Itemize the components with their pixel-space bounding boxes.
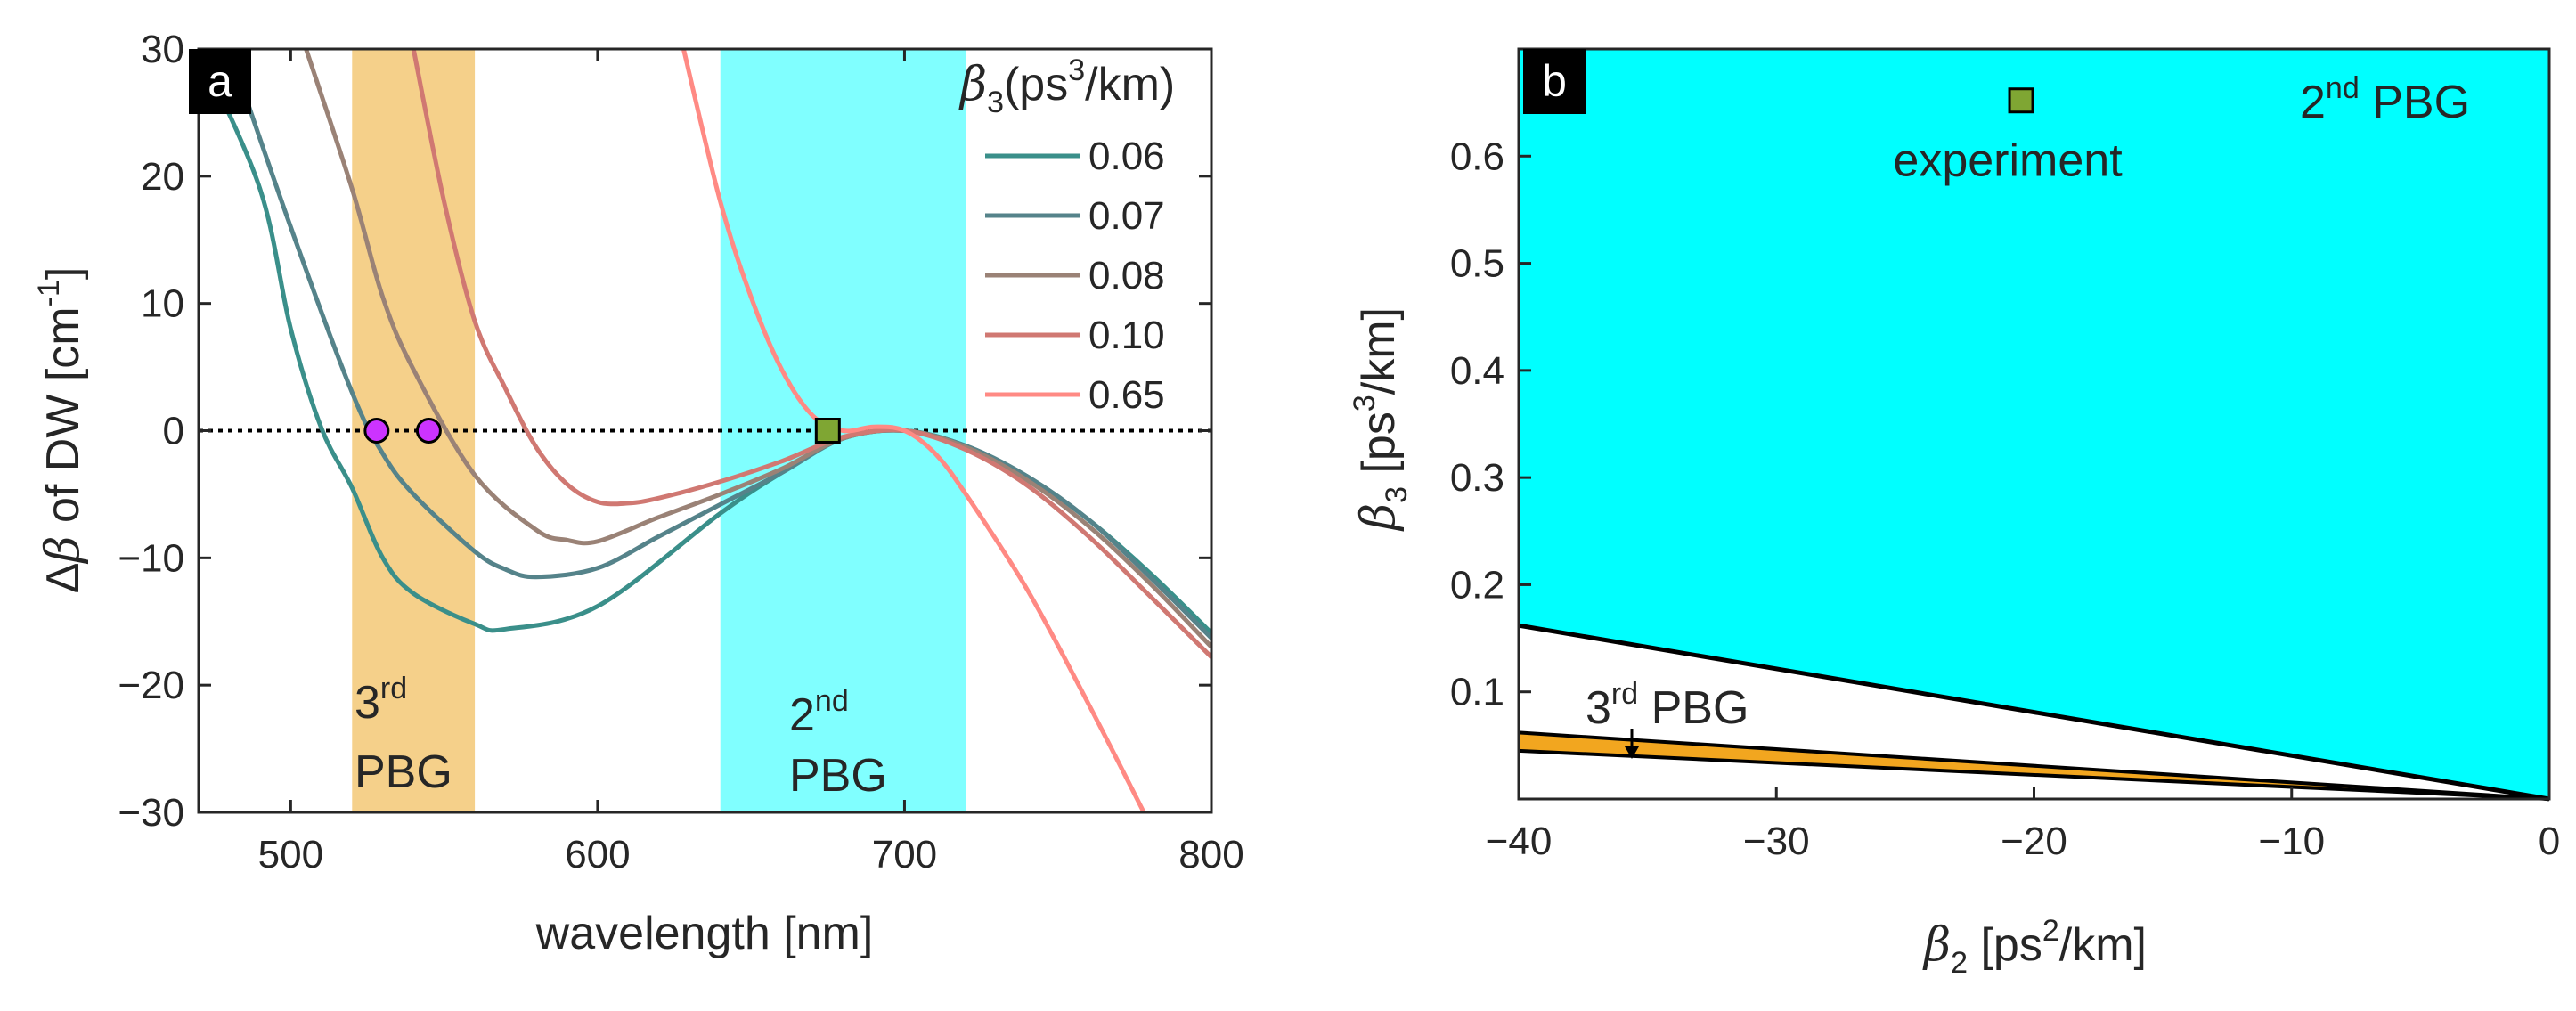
b-x-tick-label: −30 <box>1743 819 1810 863</box>
y-tick-label: 10 <box>141 282 184 326</box>
third-pbg-arrow-head <box>1625 746 1639 759</box>
second-pbg-band-label: 2nd <box>789 684 849 741</box>
panel-a-y-axis-label: Δβ of DW [cm-1] <box>32 267 90 594</box>
panel-b: experiment −40 −30 −20 −10 0 0.6 0.5 0.4 0.3 0.2… <box>1348 47 2560 980</box>
panel-a-markers <box>363 418 841 444</box>
panel-b-label-box <box>1523 49 1586 114</box>
b-y-tick-label: 0.2 <box>1450 563 1504 607</box>
second-pbg-marker <box>814 418 841 444</box>
second-pbg-boundary-line <box>1518 623 2550 802</box>
b-y-tick-label: 0.5 <box>1450 242 1504 286</box>
b-y-tick-label: 0.4 <box>1450 349 1504 393</box>
legend-label-0.10: 0.10 <box>1088 314 1165 357</box>
third-pbg-marker-0 <box>363 418 390 444</box>
y-tick-label: 0 <box>163 410 184 453</box>
experiment-marker <box>2008 87 2034 114</box>
curve-beta3-0.10 <box>411 49 1211 659</box>
b-x-tick-label: −20 <box>2001 819 2067 863</box>
legend-label-0.65: 0.65 <box>1088 373 1165 417</box>
y-tick-label: −10 <box>118 536 184 580</box>
panel-a-legend: β3(ps3/km) 0.06 0.07 0.08 0.10 0.65 <box>958 53 1175 417</box>
x-tick-label: 700 <box>872 833 937 876</box>
panel-a-label-box <box>189 49 251 114</box>
panel-a-label: a <box>208 56 232 106</box>
panel-a-y-ticks: 30 20 10 0 −10 −20 −30 <box>118 28 1211 835</box>
panel-b-y-axis-label: β3 [ps3/km] <box>1348 307 1414 532</box>
panel-b-x-ticks: −40 −30 −20 −10 0 <box>1486 787 2560 863</box>
b-y-tick-label: 0.1 <box>1450 671 1504 714</box>
b-y-tick-label: 0.6 <box>1450 135 1504 178</box>
experiment-label: experiment <box>1893 135 2123 187</box>
panel-b-label: b <box>1542 56 1567 106</box>
third-pbg-band-label: 3rd <box>355 672 407 729</box>
second-pbg-band-label-line2: PBG <box>789 750 887 802</box>
y-tick-label: −20 <box>118 664 184 707</box>
second-pbg-region <box>1519 49 2549 799</box>
curve-beta3-0.07 <box>227 49 1211 640</box>
curve-beta3-0.65 <box>681 49 1146 812</box>
b-x-tick-label: −40 <box>1486 819 1553 863</box>
legend-title: β3(ps3/km) <box>958 53 1175 119</box>
x-tick-label: 500 <box>258 833 323 876</box>
panel-a-x-axis-label: wavelength [nm] <box>535 908 874 959</box>
y-tick-label: 20 <box>141 155 184 199</box>
second-pbg-region-label: 2nd PBG <box>2300 71 2470 128</box>
b-x-tick-label: −10 <box>2258 819 2325 863</box>
third-pbg-marker-1 <box>415 418 442 444</box>
b-y-tick-label: 0.3 <box>1450 456 1504 500</box>
third-pbg-region-label: 3rd PBG <box>1586 677 1749 734</box>
panel-a-x-ticks: 500 600 700 800 <box>258 49 1244 876</box>
third-pbg-lower-boundary-line <box>1518 748 2550 801</box>
panel-a-frame <box>197 47 1213 814</box>
legend-label-0.06: 0.06 <box>1088 135 1165 178</box>
third-pbg-band-label-line2: PBG <box>355 746 452 798</box>
b-x-tick-label: 0 <box>2539 819 2560 863</box>
third-pbg-upper-boundary-line <box>1518 730 2550 801</box>
x-tick-label: 600 <box>565 833 630 876</box>
curve-beta3-0.08 <box>304 49 1211 649</box>
legend-label-0.07: 0.07 <box>1088 194 1165 238</box>
panel-b-y-ticks: 0.6 0.5 0.4 0.3 0.2 0.1 <box>1450 135 1531 714</box>
y-tick-label: 30 <box>141 28 184 71</box>
panel-a-curves <box>199 49 1211 812</box>
panel-a: 500 600 700 800 30 20 10 0 −10 −20 −30 3rd PBG 2n… <box>32 28 1244 959</box>
panel-b-x-axis-label: β2 [ps2/km] <box>1922 914 2147 980</box>
legend-label-0.08: 0.08 <box>1088 254 1165 298</box>
x-tick-label: 800 <box>1178 833 1243 876</box>
y-tick-label: −30 <box>118 791 184 835</box>
